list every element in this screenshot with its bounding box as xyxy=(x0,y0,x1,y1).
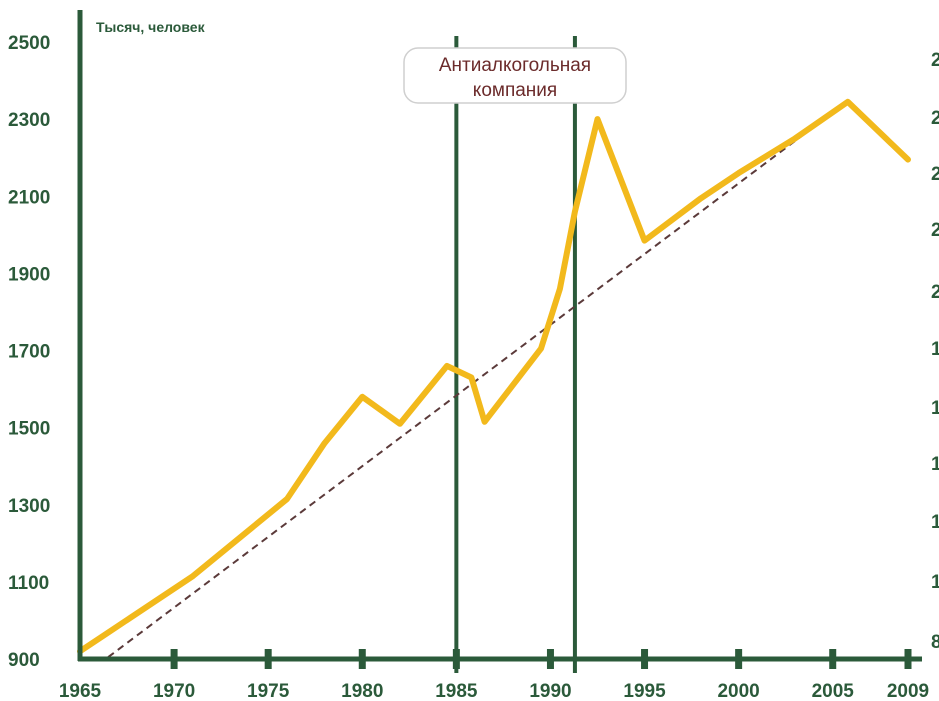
x-tick-label: 1990 xyxy=(529,681,571,701)
right-tick-labels: 2 2 2 2 2 1 1 1 1 1 8 xyxy=(931,50,939,653)
x-tick-label: 2005 xyxy=(812,681,855,701)
campaign-annotation: Антиалкогольная компания xyxy=(403,47,627,104)
y-tick-labels: 2500 2300 2100 1900 1700 1500 1300 1100 900 xyxy=(8,33,50,671)
series-line xyxy=(77,98,911,655)
y-tick-label: 1100 xyxy=(8,573,49,594)
series-group xyxy=(77,98,911,655)
right-tick-label: 8 xyxy=(931,632,939,653)
y-axis-label: Тысяч, человек xyxy=(96,19,206,35)
x-tick-mark xyxy=(264,649,272,669)
x-tick-mark xyxy=(904,649,912,669)
right-tick-label: 1 xyxy=(931,398,939,419)
y-tick-label: 1900 xyxy=(8,264,50,285)
right-tick-label: 2 xyxy=(931,164,939,185)
x-tick-mark xyxy=(452,649,460,669)
y-tick-label: 2500 xyxy=(8,33,50,54)
x-tick-mark xyxy=(546,649,554,669)
x-tick-label: 1985 xyxy=(435,681,478,701)
x-tick-mark xyxy=(735,649,743,669)
x-tick-label: 2000 xyxy=(717,681,759,701)
x-tick-label: 1995 xyxy=(623,681,666,701)
annotation-box xyxy=(403,47,627,104)
x-tick-label: 2009 xyxy=(887,681,929,701)
right-tick-label: 2 xyxy=(931,220,939,241)
y-tick-label: 2100 xyxy=(8,187,50,208)
x-tick-mark xyxy=(358,649,366,669)
x-tick-mark xyxy=(641,649,649,669)
x-tick-marks xyxy=(170,649,912,669)
x-tick-label: 1970 xyxy=(153,681,195,701)
x-tick-labels: 1965 1970 1975 1980 1985 1990 1995 2000 2005 2009 xyxy=(59,681,929,701)
x-tick-label: 1965 xyxy=(59,681,102,701)
campaign-lines xyxy=(454,36,577,673)
right-tick-label: 1 xyxy=(931,454,939,475)
y-tick-label: 1700 xyxy=(8,342,50,363)
x-tick-label: 1975 xyxy=(247,681,290,701)
y-tick-label: 1300 xyxy=(8,496,50,517)
right-tick-label: 2 xyxy=(931,282,939,303)
right-tick-label: 1 xyxy=(931,572,939,593)
y-tick-label: 1500 xyxy=(8,419,50,440)
annotation-line1: Антиалкогольная xyxy=(439,55,591,76)
right-tick-label: 1 xyxy=(931,512,939,533)
y-tick-label: 2300 xyxy=(8,110,50,131)
y-tick-label: 900 xyxy=(8,650,40,671)
right-tick-label: 1 xyxy=(931,339,939,360)
x-tick-mark xyxy=(170,649,178,669)
right-tick-label: 2 xyxy=(931,50,939,71)
x-tick-mark xyxy=(829,649,837,669)
annotation-line2: компания xyxy=(473,80,557,101)
x-tick-label: 1980 xyxy=(341,681,383,701)
right-tick-label: 2 xyxy=(931,108,939,129)
